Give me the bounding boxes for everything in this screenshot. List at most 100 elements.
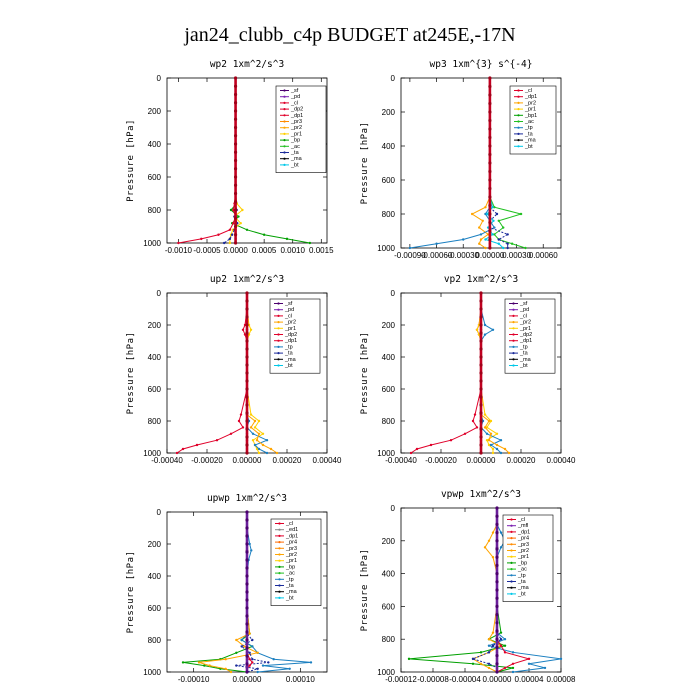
profile-marker — [479, 339, 483, 343]
profile-marker — [488, 127, 492, 131]
profile-marker — [245, 614, 249, 618]
profile-marker — [233, 76, 238, 80]
legend-marker — [277, 345, 280, 348]
legend-entry: _dp1 — [285, 533, 298, 539]
profile-marker — [495, 621, 499, 625]
legend-marker — [517, 101, 520, 104]
legend-entry: _pd — [519, 307, 529, 313]
data-point — [228, 237, 232, 241]
data-point — [247, 333, 251, 336]
data-point — [491, 206, 494, 209]
data-point — [251, 661, 254, 664]
data-point — [237, 215, 240, 218]
legend-entry: _dp1 — [290, 113, 303, 119]
profile-marker — [233, 158, 238, 163]
profile-marker — [245, 403, 249, 407]
profile-marker — [488, 118, 492, 123]
data-point — [499, 638, 503, 641]
legend-marker — [517, 132, 520, 135]
legend-entry: _ma — [524, 138, 537, 144]
data-point — [507, 451, 511, 455]
data-point — [262, 233, 266, 236]
data-point — [215, 439, 219, 442]
legend-marker — [283, 95, 286, 98]
data-point — [487, 662, 491, 665]
profile-marker — [479, 331, 483, 335]
legend-entry: _tp — [517, 573, 526, 579]
data-point — [499, 644, 503, 647]
y-tick-label: 1000 — [377, 449, 395, 458]
data-point — [232, 208, 235, 212]
legend-entry: _pr2 — [290, 125, 302, 131]
y-tick-label: 1000 — [377, 244, 395, 253]
profile-marker — [488, 203, 492, 208]
data-point — [253, 443, 257, 447]
legend-entry: _dp2 — [290, 107, 303, 113]
profile-marker — [245, 427, 249, 431]
profile-marker — [233, 200, 238, 204]
y-tick-label: 400 — [382, 570, 396, 579]
profile-marker — [245, 542, 249, 546]
profile-marker — [495, 662, 499, 666]
legend-entry: _pr3 — [290, 119, 302, 125]
profile-marker — [233, 175, 238, 179]
legend-marker — [277, 314, 280, 317]
y-tick-label: 1000 — [377, 668, 395, 677]
legend-marker — [278, 559, 281, 562]
data-point — [256, 670, 259, 674]
series-line — [240, 512, 312, 673]
legend-marker — [277, 333, 280, 336]
profile-marker — [245, 574, 249, 578]
profile-marker — [233, 224, 238, 229]
data-point — [224, 658, 227, 661]
legend-marker — [510, 561, 513, 565]
data-point — [249, 328, 253, 331]
x-tick-label: -0.00060 — [421, 251, 453, 260]
profile-marker — [488, 195, 492, 199]
legend-entry: _ta — [524, 131, 534, 137]
data-point — [471, 662, 475, 665]
legend-marker — [510, 586, 513, 589]
profile-marker — [479, 411, 483, 415]
y-tick-label: 1000 — [143, 668, 161, 677]
data-point — [231, 228, 234, 231]
x-tick-label: 0.00040 — [547, 456, 576, 465]
profile-marker — [245, 590, 249, 594]
profile-marker — [488, 152, 492, 157]
legend-marker — [283, 151, 286, 154]
x-tick-label: 0.00008 — [547, 675, 576, 684]
data-point — [255, 439, 259, 442]
profile-marker — [245, 654, 249, 658]
data-point — [484, 212, 487, 216]
data-point — [255, 447, 259, 451]
legend-entry: _pr1 — [284, 326, 296, 332]
profile-marker — [233, 101, 238, 105]
profile-marker — [245, 355, 249, 359]
profile-marker — [245, 646, 249, 650]
legend-marker — [283, 89, 286, 92]
legend-entry: _tp — [285, 577, 294, 583]
y-tick-label: 600 — [148, 173, 162, 182]
data-point — [229, 208, 233, 212]
profile-marker — [233, 134, 238, 138]
legend-marker — [283, 145, 286, 148]
data-point — [487, 651, 491, 654]
profile-marker — [245, 379, 249, 383]
profile-marker — [479, 323, 483, 327]
data-point — [497, 219, 500, 222]
x-tick-label: 0.00004 — [515, 675, 544, 684]
y-tick-label: 400 — [148, 353, 162, 362]
y-tick-label: 0 — [391, 74, 396, 83]
y-tick-label: 600 — [148, 385, 162, 394]
legend-entry: _cl — [524, 88, 532, 94]
legend-entry: _cl — [285, 521, 293, 527]
profile-marker — [245, 363, 249, 367]
data-point — [408, 246, 412, 250]
legend-entry: _sf — [519, 301, 528, 307]
profile-marker — [245, 371, 249, 375]
data-point — [175, 451, 179, 455]
legend-marker — [278, 572, 281, 575]
profile-marker — [495, 555, 499, 559]
profile-marker — [245, 323, 249, 327]
chart-panel: vpwp 1xm^2/s^3 Pressure [hPa] 0 200 400 600 80… — [360, 489, 576, 684]
